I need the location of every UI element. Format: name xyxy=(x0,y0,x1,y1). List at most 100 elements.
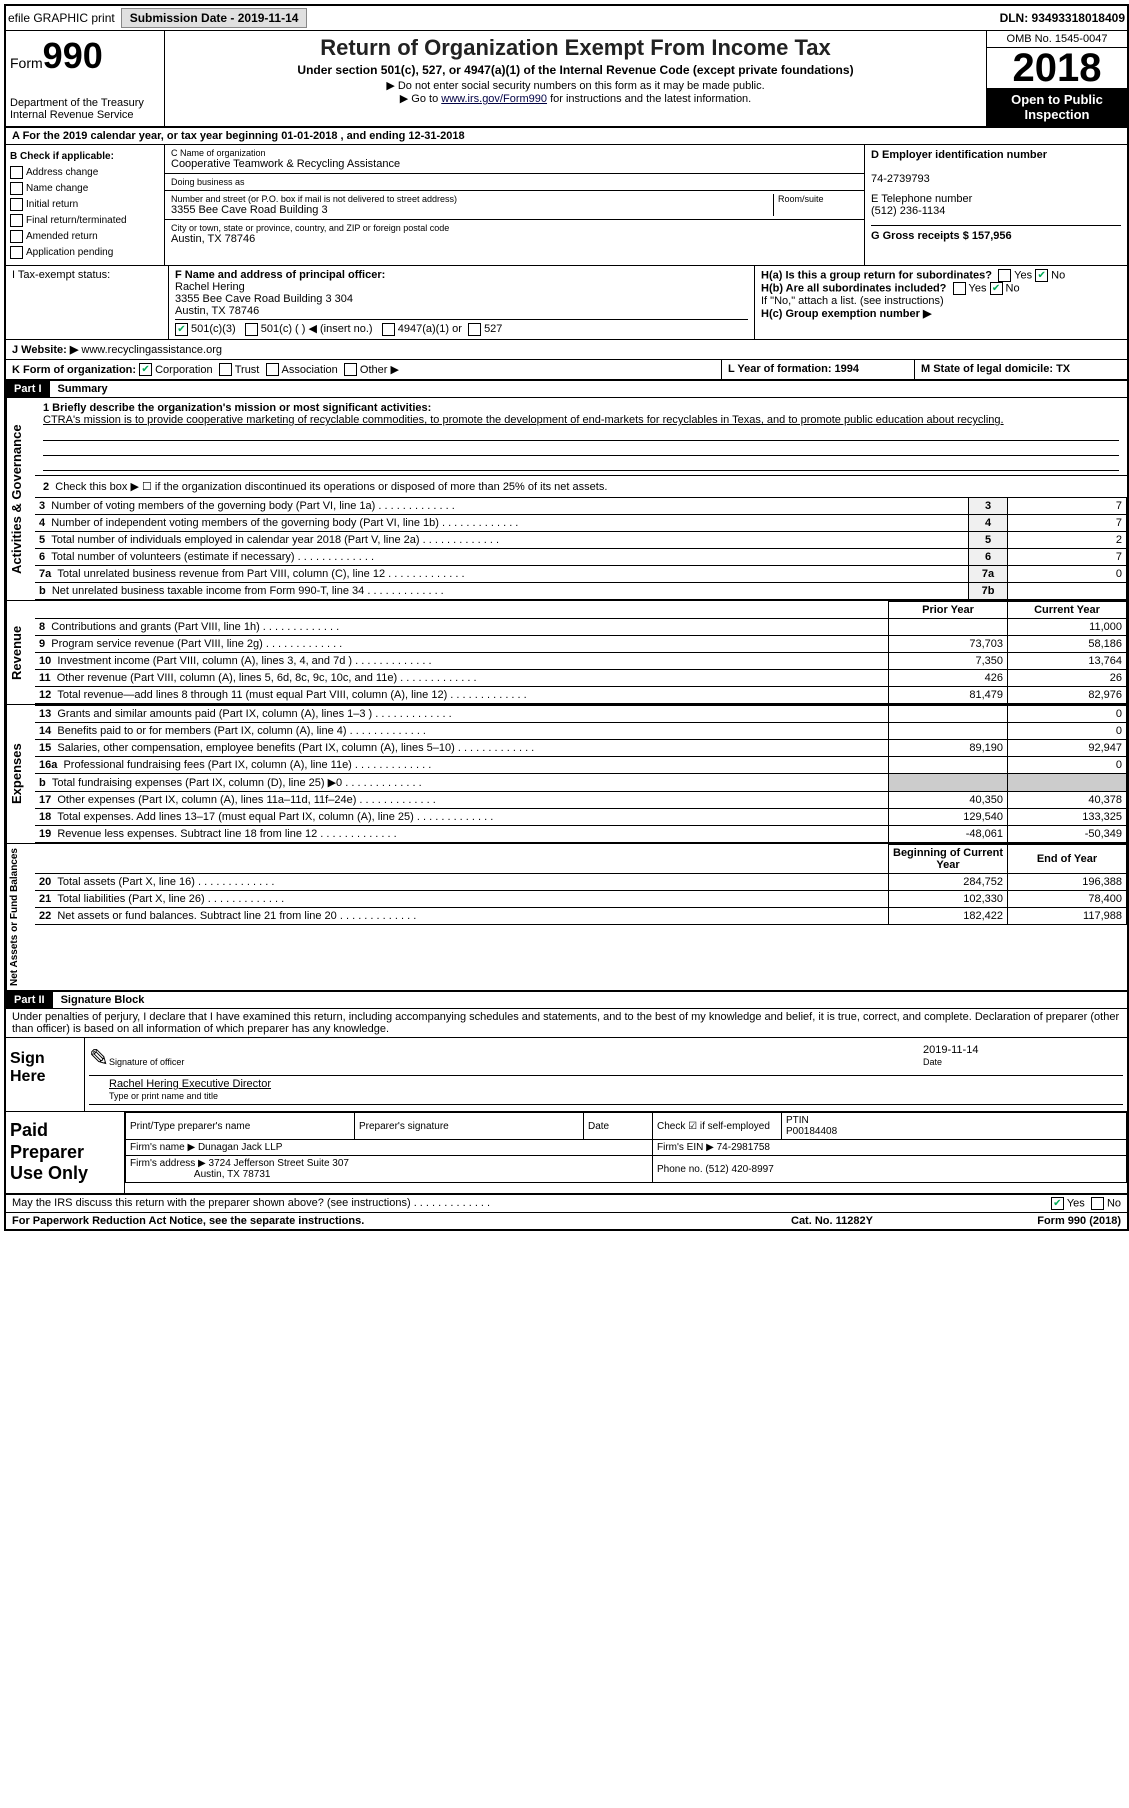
table-row: 21 Total liabilities (Part X, line 26)10… xyxy=(35,891,1127,908)
revenue-table: Prior YearCurrent Year 8 Contributions a… xyxy=(35,601,1127,704)
table-row: 14 Benefits paid to or for members (Part… xyxy=(35,723,1127,740)
ha-yes: Yes xyxy=(1014,269,1032,281)
vtab-activities: Activities & Governance xyxy=(6,398,35,600)
prep-name-hdr: Print/Type preparer's name xyxy=(126,1113,355,1140)
irs-label: Internal Revenue Service xyxy=(10,109,160,121)
table-row: 10 Investment income (Part VIII, column … xyxy=(35,653,1127,670)
discuss-no: No xyxy=(1107,1197,1121,1209)
addr-value: 3355 Bee Cave Road Building 3 xyxy=(171,204,773,216)
amended-return-checkbox[interactable] xyxy=(10,230,23,243)
other-checkbox[interactable] xyxy=(344,363,357,376)
initial-return-checkbox[interactable] xyxy=(10,198,23,211)
firm-addr2: Austin, TX 78731 xyxy=(194,1169,271,1180)
501c3-checkbox[interactable] xyxy=(175,323,188,336)
opt-501c3: 501(c)(3) xyxy=(191,323,236,335)
table-row: 7a Total unrelated business revenue from… xyxy=(35,566,1127,583)
table-row: 20 Total assets (Part X, line 16)284,752… xyxy=(35,874,1127,891)
form990-link[interactable]: www.irs.gov/Form990 xyxy=(441,93,547,105)
firm-name-value: Dunagan Jack LLP xyxy=(198,1142,283,1153)
opt-assoc: Association xyxy=(282,364,338,376)
hb-no-checkbox[interactable] xyxy=(990,282,1003,295)
table-row: b Total fundraising expenses (Part IX, c… xyxy=(35,774,1127,792)
corp-checkbox[interactable] xyxy=(139,363,152,376)
line-2: 2 Check this box ▶ ☐ if the organization… xyxy=(35,476,1127,497)
box-i-label-col: I Tax-exempt status: xyxy=(6,266,169,339)
net-assets-table: Beginning of Current YearEnd of Year 20 … xyxy=(35,844,1127,925)
subtitle-2: ▶ Do not enter social security numbers o… xyxy=(169,79,982,92)
box-h: H(a) Is this a group return for subordin… xyxy=(755,266,1127,339)
form-org-label: K Form of organization: xyxy=(12,364,136,376)
assoc-checkbox[interactable] xyxy=(266,363,279,376)
sig-officer-label: Signature of officer xyxy=(109,1057,184,1067)
ein-value: 74-2739793 xyxy=(871,173,930,185)
addr-label: Number and street (or P.O. box if mail i… xyxy=(171,194,773,204)
cat-number: Cat. No. 11282Y xyxy=(791,1215,971,1227)
table-row: 16a Professional fundraising fees (Part … xyxy=(35,757,1127,774)
firm-ein-value: 74-2981758 xyxy=(717,1142,770,1153)
dln-label: DLN: 93493318018409 xyxy=(1000,11,1125,25)
discuss-yes-checkbox[interactable] xyxy=(1051,1197,1064,1210)
form-ref: Form 990 (2018) xyxy=(971,1215,1121,1227)
app-pending-checkbox[interactable] xyxy=(10,246,23,259)
prep-date-hdr: Date xyxy=(584,1113,653,1140)
blank-line-2 xyxy=(43,441,1119,456)
officer-addr1: 3355 Bee Cave Road Building 3 304 xyxy=(175,293,353,305)
table-row: 8 Contributions and grants (Part VIII, l… xyxy=(35,619,1127,636)
527-checkbox[interactable] xyxy=(468,323,481,336)
header: Form990 Department of the Treasury Inter… xyxy=(6,31,1127,128)
prep-phone-label: Phone no. xyxy=(657,1164,703,1175)
irs-discuss-row: May the IRS discuss this return with the… xyxy=(6,1195,1127,1213)
opt-4947: 4947(a)(1) or xyxy=(398,323,462,335)
officer-label: F Name and address of principal officer: xyxy=(175,269,385,281)
submission-date-button[interactable]: Submission Date - 2019-11-14 xyxy=(121,8,308,28)
hb-yes-checkbox[interactable] xyxy=(953,282,966,295)
pra-notice: For Paperwork Reduction Act Notice, see … xyxy=(12,1215,791,1227)
final-return-checkbox[interactable] xyxy=(10,214,23,227)
table-row: 5 Total number of individuals employed i… xyxy=(35,532,1127,549)
ha-no: No xyxy=(1051,269,1065,281)
trust-checkbox[interactable] xyxy=(219,363,232,376)
expenses-section: Expenses 13 Grants and similar amounts p… xyxy=(6,705,1127,844)
declaration: Under penalties of perjury, I declare th… xyxy=(6,1009,1127,1038)
box-c: C Name of organization Cooperative Teamw… xyxy=(165,145,864,265)
hdr-prior-year: Prior Year xyxy=(889,602,1008,619)
form-990-page: efile GRAPHIC print Submission Date - 20… xyxy=(4,4,1129,1231)
hb-no: No xyxy=(1006,282,1020,294)
pen-icon: ✎ xyxy=(89,1044,109,1073)
room-label: Room/suite xyxy=(778,194,858,204)
part-2-title: Signature Block xyxy=(53,994,145,1006)
opt-trust: Trust xyxy=(235,364,260,376)
efile-label: efile GRAPHIC print xyxy=(8,11,115,25)
prep-phone-value: (512) 420-8997 xyxy=(705,1164,773,1175)
row-j: J Website: ▶ www.recyclingassistance.org xyxy=(6,340,1127,360)
mission-label: 1 Briefly describe the organization's mi… xyxy=(43,402,431,414)
name-change-checkbox[interactable] xyxy=(10,182,23,195)
box-b-label: B Check if applicable: xyxy=(10,151,114,162)
table-row: 12 Total revenue—add lines 8 through 11 … xyxy=(35,687,1127,704)
ha-yes-checkbox[interactable] xyxy=(998,269,1011,282)
form-number: Form990 xyxy=(10,35,160,77)
discuss-no-checkbox[interactable] xyxy=(1091,1197,1104,1210)
discuss-yes: Yes xyxy=(1067,1197,1085,1209)
ptin-value: P00184408 xyxy=(786,1126,837,1137)
table-row: 18 Total expenses. Add lines 13–17 (must… xyxy=(35,809,1127,826)
opt-name-change: Name change xyxy=(26,183,88,194)
box-f: F Name and address of principal officer:… xyxy=(169,266,755,339)
opt-501c: 501(c) ( ) ◀ (insert no.) xyxy=(261,323,373,335)
opt-initial-return: Initial return xyxy=(26,199,78,210)
opt-final-return: Final return/terminated xyxy=(26,215,127,226)
phone-label: E Telephone number xyxy=(871,193,972,205)
activities-governance-section: Activities & Governance 1 Briefly descri… xyxy=(6,398,1127,601)
ha-no-checkbox[interactable] xyxy=(1035,269,1048,282)
4947-checkbox[interactable] xyxy=(382,323,395,336)
subtitle-3: ▶ Go to www.irs.gov/Form990 for instruct… xyxy=(169,92,982,105)
hdr-current-year: Current Year xyxy=(1008,602,1127,619)
city-label: City or town, state or province, country… xyxy=(171,223,858,233)
box-b: B Check if applicable: Address change Na… xyxy=(6,145,165,265)
sig-date-label: Date xyxy=(923,1057,942,1067)
501c-checkbox[interactable] xyxy=(245,323,258,336)
ag-table: 3 Number of voting members of the govern… xyxy=(35,497,1127,600)
address-change-checkbox[interactable] xyxy=(10,166,23,179)
sig-name-title: Rachel Hering Executive Director xyxy=(109,1078,271,1090)
table-row: 13 Grants and similar amounts paid (Part… xyxy=(35,706,1127,723)
